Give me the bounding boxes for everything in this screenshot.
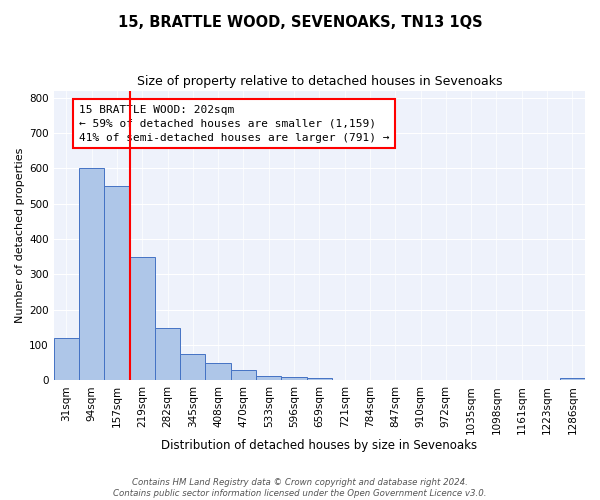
Text: 15, BRATTLE WOOD, SEVENOAKS, TN13 1QS: 15, BRATTLE WOOD, SEVENOAKS, TN13 1QS <box>118 15 482 30</box>
Bar <box>307 378 332 380</box>
Y-axis label: Number of detached properties: Number of detached properties <box>15 148 25 323</box>
Bar <box>281 377 307 380</box>
Bar <box>130 256 155 380</box>
Bar <box>155 328 180 380</box>
Bar <box>79 168 104 380</box>
Bar <box>560 378 585 380</box>
Bar <box>180 354 205 380</box>
Bar <box>205 362 231 380</box>
Text: 15 BRATTLE WOOD: 202sqm
← 59% of detached houses are smaller (1,159)
41% of semi: 15 BRATTLE WOOD: 202sqm ← 59% of detache… <box>79 104 389 142</box>
Bar <box>53 338 79 380</box>
Bar <box>231 370 256 380</box>
Bar <box>104 186 130 380</box>
Text: Contains HM Land Registry data © Crown copyright and database right 2024.
Contai: Contains HM Land Registry data © Crown c… <box>113 478 487 498</box>
X-axis label: Distribution of detached houses by size in Sevenoaks: Distribution of detached houses by size … <box>161 440 478 452</box>
Title: Size of property relative to detached houses in Sevenoaks: Size of property relative to detached ho… <box>137 75 502 88</box>
Bar <box>256 376 281 380</box>
